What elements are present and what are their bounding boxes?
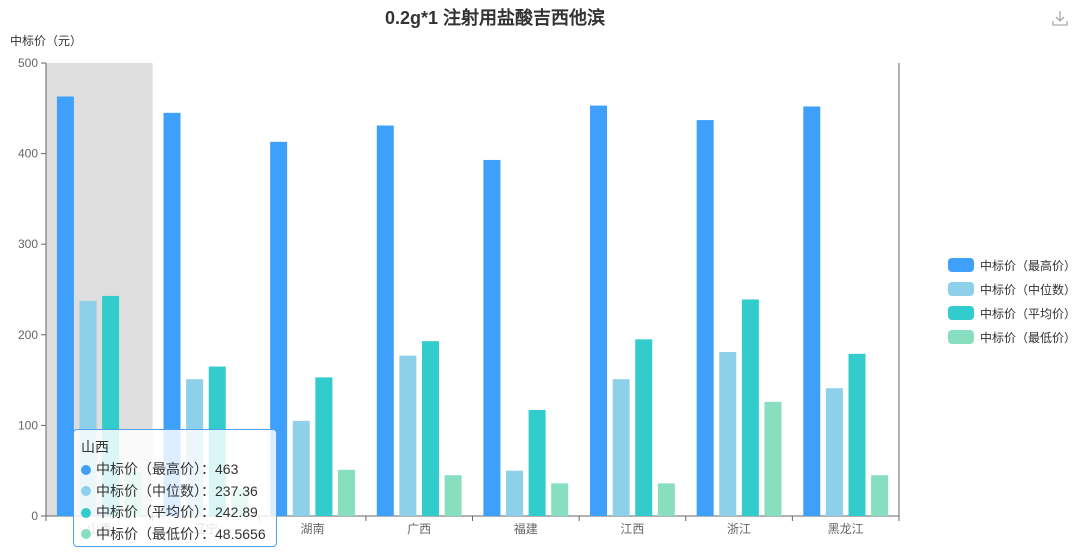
y-tick-label: 100 <box>18 418 38 432</box>
bar[interactable] <box>528 409 546 516</box>
tooltip-value: 中标价（最高价）：463 <box>96 461 239 477</box>
legend-item[interactable]: 中标价（中位数） <box>948 277 1076 301</box>
x-tick-label: 广西 <box>407 522 431 536</box>
x-tick-label: 湖南 <box>301 521 325 536</box>
bar[interactable] <box>337 469 355 516</box>
tooltip-dot <box>81 464 91 475</box>
legend-swatch <box>948 330 974 344</box>
y-tick-label: 200 <box>18 328 38 342</box>
chart-title: 0.2g*1 注射用盐酸吉西他滨 <box>384 8 606 28</box>
y-tick-label: 0 <box>31 509 38 523</box>
tooltip-row: 中标价（平均价）：242.89 <box>81 502 269 524</box>
x-tick-label: 黑龙江 <box>828 522 864 536</box>
legend-label: 中标价（中位数） <box>980 282 1077 297</box>
tooltip-row: 中标价（最高价）：463 <box>81 459 269 481</box>
download-icon[interactable] <box>1050 8 1070 28</box>
x-tick-label: 福建 <box>514 521 538 536</box>
bar[interactable] <box>551 483 569 516</box>
tooltip-value: 中标价（中位数）：237.36 <box>96 482 258 499</box>
y-tick-label: 400 <box>18 147 38 161</box>
tooltip-dot <box>81 486 91 497</box>
bar[interactable] <box>315 377 333 516</box>
bar[interactable] <box>657 483 675 516</box>
legend-item[interactable]: 中标价（最高价） <box>948 253 1076 277</box>
legend-item[interactable]: 中标价（平均价） <box>948 301 1076 325</box>
bar[interactable] <box>270 141 288 516</box>
tooltip-value: 中标价（平均价）：242.89 <box>96 504 258 520</box>
bar[interactable] <box>635 339 653 516</box>
y-tick-label: 500 <box>18 56 38 70</box>
tooltip-title: 山西 <box>81 439 109 455</box>
tooltip: 山西 中标价（最高价）：463 中标价（中位数）：237.36 中标价（平均价）：2… <box>73 429 277 547</box>
bar[interactable] <box>612 379 630 516</box>
tooltip-dot <box>81 529 91 540</box>
bar[interactable] <box>56 96 74 516</box>
bar[interactable] <box>719 352 737 516</box>
legend-label: 中标价（最高价） <box>980 258 1077 273</box>
bar[interactable] <box>292 420 310 516</box>
legend-swatch <box>948 306 974 320</box>
legend-swatch <box>948 258 974 272</box>
bar[interactable] <box>444 475 462 516</box>
legend-label: 中标价（平均价） <box>980 306 1077 321</box>
tooltip-row: 中标价（中位数）：237.36 <box>81 481 269 503</box>
y-axis-label: 中标价（元） <box>10 34 83 48</box>
bar[interactable] <box>590 105 608 516</box>
bar[interactable] <box>741 299 759 516</box>
bar[interactable] <box>506 470 524 516</box>
tooltip-dot <box>81 507 91 518</box>
tooltip-value: 中标价（最低价）：48.5656 <box>96 525 266 542</box>
x-tick-label: 浙江 <box>727 522 751 536</box>
bar[interactable] <box>376 125 394 516</box>
bar[interactable] <box>399 355 417 516</box>
bar[interactable] <box>803 106 821 516</box>
tooltip-row: 中标价（最低价）：48.5656 <box>81 524 269 546</box>
bar[interactable] <box>696 120 714 516</box>
bar[interactable] <box>483 159 501 516</box>
legend-item[interactable]: 中标价（最低价） <box>948 325 1076 349</box>
legend-swatch <box>948 282 974 296</box>
bar[interactable] <box>764 401 782 516</box>
bar[interactable] <box>825 388 843 516</box>
y-tick-label: 300 <box>18 237 38 251</box>
legend: 中标价（最高价） 中标价（中位数） 中标价（平均价） 中标价（最低价） <box>948 253 1076 349</box>
bar[interactable] <box>871 475 889 516</box>
bar[interactable] <box>421 341 439 516</box>
x-tick-label: 江西 <box>620 522 644 536</box>
bar[interactable] <box>848 353 866 516</box>
bar[interactable] <box>163 112 181 516</box>
legend-label: 中标价（最低价） <box>980 330 1077 345</box>
